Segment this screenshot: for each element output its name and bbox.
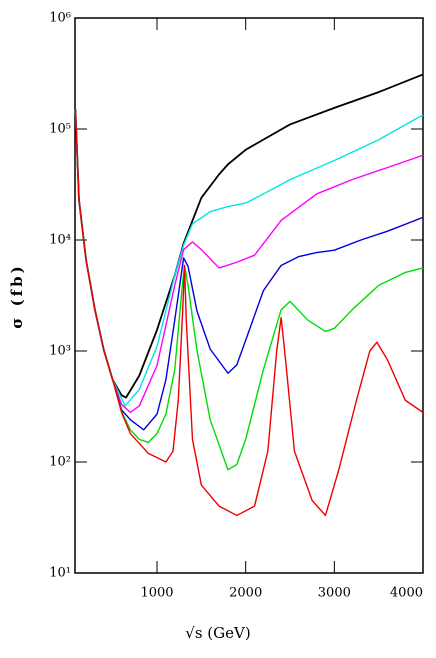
y-tick-label: 10⁵ xyxy=(49,122,71,137)
y-tick-label: 10⁶ xyxy=(49,11,71,26)
series-line xyxy=(74,109,424,431)
y-tick-label: 10³ xyxy=(49,344,71,359)
series-line xyxy=(74,109,424,517)
y-axis-label: σ (fb) xyxy=(8,263,26,328)
x-tick-label: 3000 xyxy=(318,586,351,601)
x-tick-label: 4000 xyxy=(390,586,423,601)
y-tick-label: 10² xyxy=(49,455,71,470)
x-tick-label: 1000 xyxy=(140,586,173,601)
series-line xyxy=(74,109,424,414)
x-tick-label: 2000 xyxy=(229,586,262,601)
y-tick-label: 10⁴ xyxy=(49,233,71,248)
plot-frame xyxy=(74,17,424,574)
y-tick-label: 10¹ xyxy=(49,566,71,581)
x-axis-label: √s (GeV) xyxy=(185,624,250,642)
